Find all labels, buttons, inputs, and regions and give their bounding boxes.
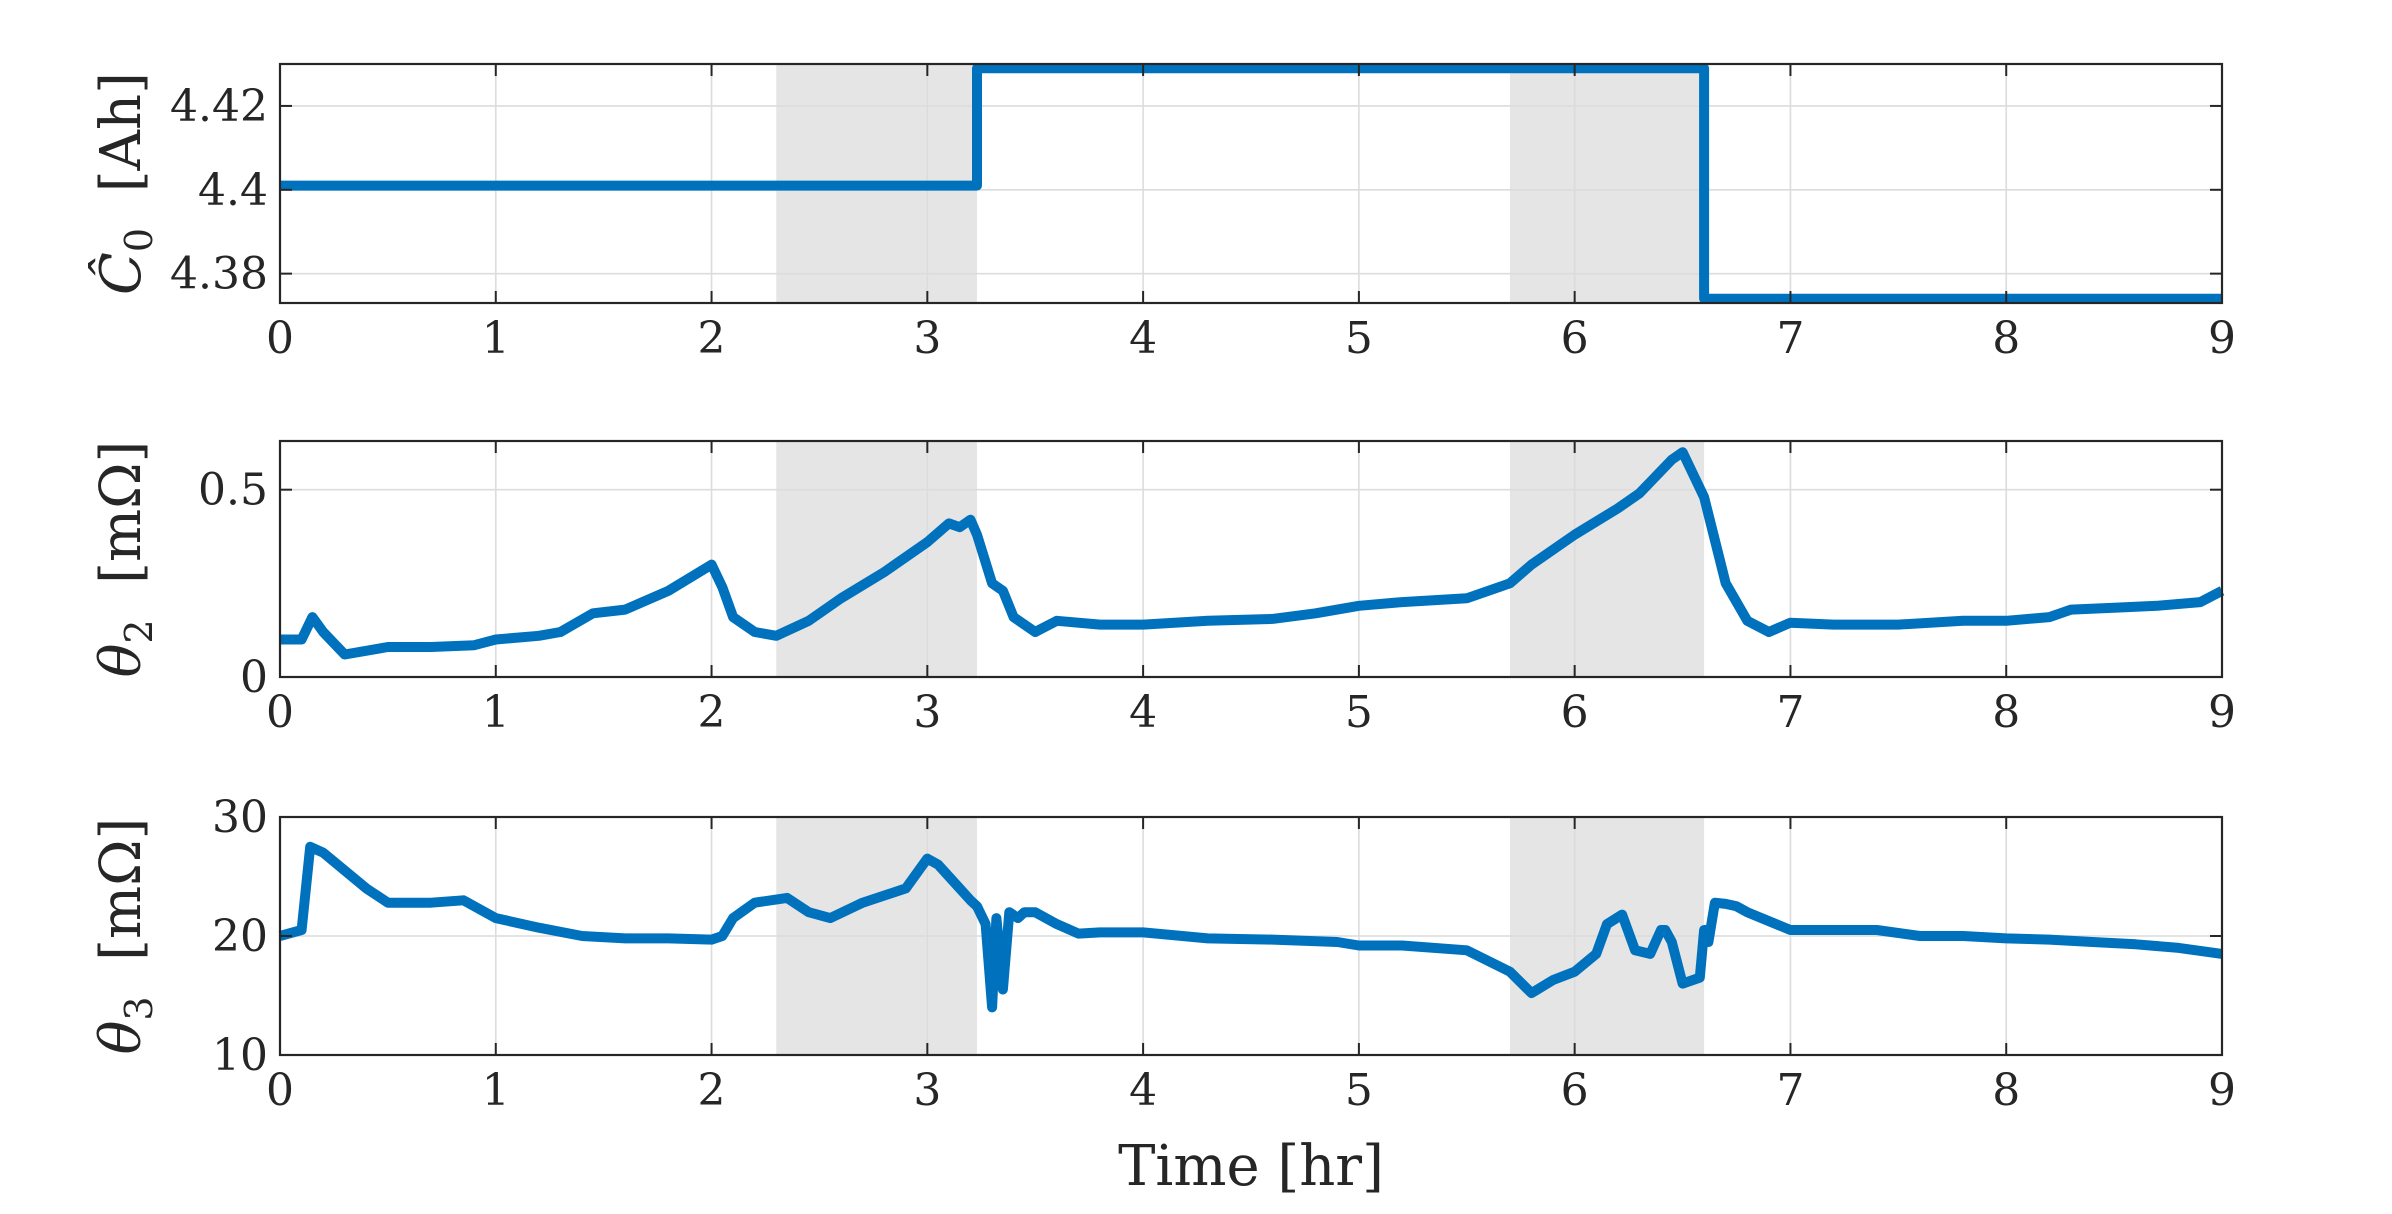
x-tick-label: 1: [482, 687, 510, 738]
subplot-2: 0 1 2 3 4 5 6 7 8 9 0 0.5 θ2 [mΩ]: [89, 439, 2236, 738]
x-tick-label: 7: [1776, 1065, 1804, 1116]
shaded-region-2: [1509, 64, 1705, 303]
y-tick-label: 20: [212, 911, 268, 962]
y-tick-label: 4.38: [170, 249, 268, 300]
x-tick-label: 3: [913, 1065, 941, 1116]
x-tick-label: 5: [1345, 687, 1373, 738]
x-tick-label: 5: [1345, 313, 1373, 364]
axis-frame: [278, 439, 2224, 679]
y-axis-label: Ĉ0 [Ah]: [87, 72, 161, 295]
y-tick-label: 30: [212, 792, 268, 843]
x-tick-label: 6: [1561, 313, 1589, 364]
x-tick-label: 1: [482, 313, 510, 364]
x-tick-label: 9: [2208, 687, 2236, 738]
series-line-1: [278, 841, 2223, 1013]
x-tick-label: 4: [1129, 313, 1157, 364]
axis-frame: [278, 62, 2224, 305]
y-tick-label: 4.4: [198, 165, 268, 216]
shaded-region-1: [776, 441, 977, 677]
x-tick-label: 8: [1992, 687, 2020, 738]
x-tick-label: 5: [1345, 1065, 1373, 1116]
x-tick-label: 4: [1129, 1065, 1157, 1116]
y-axis-label: θ3 [mΩ]: [89, 818, 161, 1055]
y-tick-label: 0: [240, 652, 268, 703]
x-tick-label: 8: [1992, 313, 2020, 364]
x-tick-label: 2: [698, 313, 726, 364]
x-tick-label: 6: [1561, 687, 1589, 738]
x-axis-label: Time [hr]: [1118, 1134, 1384, 1199]
y-tick-label: 10: [212, 1030, 268, 1081]
x-tick-label: 7: [1776, 687, 1804, 738]
series-line-1: [280, 63, 2222, 304]
x-tick-label: 6: [1561, 1065, 1589, 1116]
x-tick-label: 0: [266, 1065, 294, 1116]
y-tick-label: 0.5: [198, 465, 268, 516]
subplot-3: 0 1 2 3 4 5 6 7 8 9 10 20 30 θ3 [mΩ] Time [hr]: [89, 792, 2236, 1199]
x-tick-label: 1: [482, 1065, 510, 1116]
x-tick-label: 9: [2208, 1065, 2236, 1116]
x-tick-label: 2: [698, 687, 726, 738]
x-tick-label: 3: [913, 687, 941, 738]
y-axis-label: θ2 [mΩ]: [89, 441, 161, 678]
y-tick-label: 4.42: [170, 81, 268, 132]
x-tick-label: 7: [1776, 313, 1804, 364]
x-tick-label: 4: [1129, 687, 1157, 738]
x-tick-label: 8: [1992, 1065, 2020, 1116]
x-tick-label: 0: [266, 687, 294, 738]
x-tick-label: 2: [698, 1065, 726, 1116]
x-tick-label: 0: [266, 313, 294, 364]
series-line-1: [280, 447, 2225, 660]
x-tick-label: 9: [2208, 313, 2236, 364]
x-tick-label: 3: [913, 313, 941, 364]
